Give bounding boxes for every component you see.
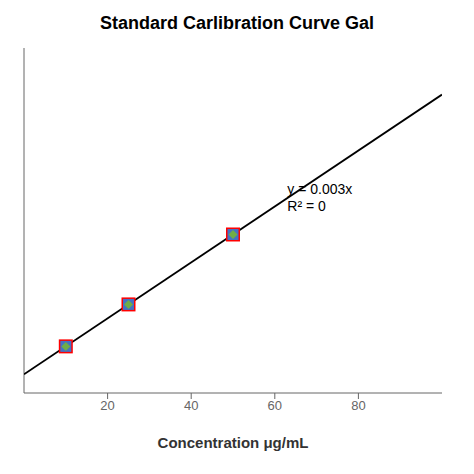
svg-text:Concentration μg/mL: Concentration μg/mL xyxy=(158,434,309,451)
html-text:Standard Carlibration Curve Ga: Standard Carlibration Curve Gal xyxy=(100,13,374,33)
svg-text:y = 0.003xR² = 0: y = 0.003xR² = 0 xyxy=(287,181,352,214)
svg-text:60: 60 xyxy=(268,398,282,413)
svg-text:20: 20 xyxy=(100,398,114,413)
svg-text:40: 40 xyxy=(184,398,198,413)
svg-text:80: 80 xyxy=(351,398,365,413)
